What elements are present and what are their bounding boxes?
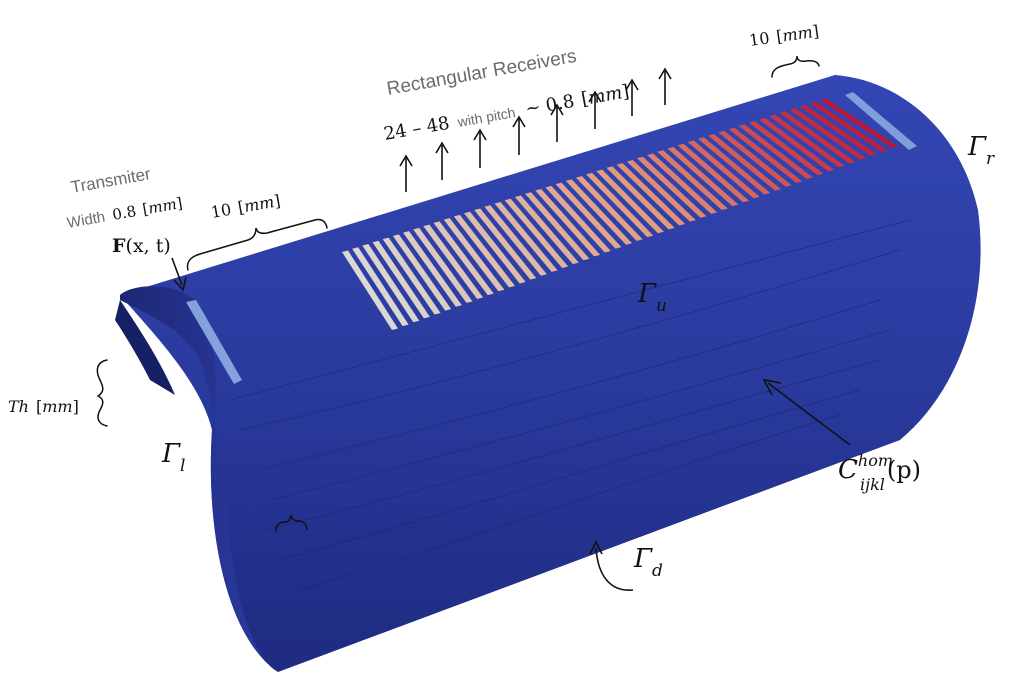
receiver-element [474, 208, 537, 280]
bone-specimen [115, 75, 981, 672]
receiver-element [545, 185, 611, 253]
receiver-arrow [658, 67, 672, 105]
receivers-count: 24 – 48 [382, 113, 451, 145]
receiver-element [789, 108, 867, 160]
small-brace [275, 513, 308, 532]
top-spacing-brace [771, 55, 820, 78]
force-label: F(x, t) [112, 235, 171, 257]
receiver-element [555, 182, 622, 249]
receiver-element [382, 237, 441, 315]
receiver-element [758, 117, 835, 172]
thickness-brace [96, 359, 108, 427]
receiver-element [453, 214, 516, 288]
receiver-element [342, 250, 398, 330]
gamma-u-label: Γu [637, 279, 667, 316]
receiver-element [596, 169, 664, 234]
receiver-element [514, 195, 579, 265]
receivers-pitch-value: ~ 0.8 [524, 91, 576, 120]
top-spacing-label: 10 [mm] [748, 21, 820, 50]
receiver-element [708, 134, 781, 191]
gamma-d-arrow [589, 540, 634, 591]
receiver-element [565, 179, 633, 245]
receiver-arrow [625, 78, 639, 116]
receiver-element [779, 111, 856, 164]
gamma-l-label: Γl [161, 439, 185, 476]
bone-inner-cavity [115, 300, 175, 395]
receiver-element [372, 240, 430, 319]
receiver-element [504, 198, 569, 269]
receiver-element [748, 121, 824, 176]
receiver-element [606, 166, 675, 230]
transmitter-title: Transmiter [69, 164, 152, 197]
bone-texture [229, 219, 911, 591]
receiver-arrow [550, 103, 564, 142]
receiver-array [342, 98, 898, 330]
transmitter-width: Width 0.8 [mm] [66, 194, 184, 232]
receiver-element [413, 227, 473, 303]
receiver-element [464, 211, 526, 284]
receiver-element [626, 159, 696, 222]
receiver-arrows [399, 67, 672, 192]
left-spacing-brace [186, 218, 328, 271]
receiver-element [433, 221, 494, 296]
receiver-element [769, 114, 845, 168]
receiver-element [636, 156, 707, 218]
receiver-element [667, 147, 739, 207]
receiver-element [403, 231, 462, 307]
receiver-element [525, 192, 590, 261]
receiver-element [728, 127, 803, 183]
receiver-element [535, 189, 601, 257]
receiver-element [820, 98, 898, 148]
receiver-element [392, 234, 452, 311]
bone-surface [120, 75, 981, 672]
thickness-label: Th [mm] [8, 397, 79, 416]
receiver-arrow [435, 141, 449, 180]
receiver-arrow [473, 128, 487, 168]
receiver-element [687, 140, 760, 199]
receiver-arrow [588, 90, 602, 129]
receiver-element [677, 143, 750, 203]
receiver-element [616, 163, 686, 226]
receiver-element [738, 124, 813, 179]
receiver-element [586, 172, 654, 238]
receiver-element [575, 176, 643, 241]
receivers-with-pitch: with pitch [455, 104, 516, 130]
stiffness-label: Chom ijkl(p) [838, 451, 921, 494]
receiver-element [423, 224, 484, 300]
left-spacing-label: 10 [mm] [209, 191, 281, 222]
receiver-element [484, 205, 547, 276]
receiver-element [809, 101, 888, 152]
receiver-element [697, 137, 771, 195]
stiffness-arrow [762, 378, 851, 446]
receiver-element [718, 130, 792, 187]
receiver-element [657, 150, 728, 210]
receivers-title: Rectangular Receivers [385, 46, 578, 100]
receiver-element [494, 201, 558, 272]
receiver-arrow [512, 115, 526, 155]
gamma-r-label: Γr [967, 132, 995, 169]
receiver-arrow [399, 154, 413, 192]
receiver-element [647, 153, 718, 214]
force-arrow [171, 257, 187, 292]
right-end-strip [845, 92, 917, 150]
receiver-element [352, 247, 409, 327]
transmitter-element [186, 300, 242, 384]
receiver-element [443, 218, 505, 292]
receiver-element [799, 104, 877, 156]
receiver-element [362, 244, 420, 323]
receivers-pitch-unit: mm [587, 82, 624, 109]
gamma-d-label: Γd [633, 544, 663, 581]
